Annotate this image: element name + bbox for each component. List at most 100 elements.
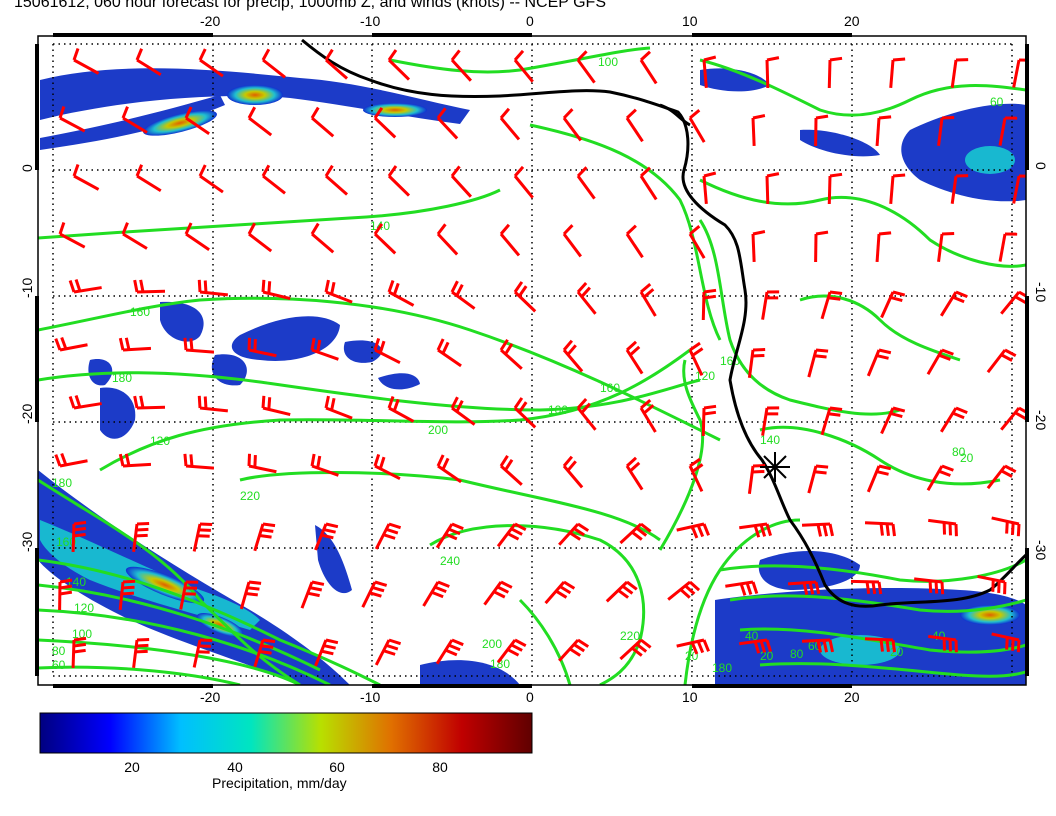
- wind-barb: [54, 452, 88, 468]
- wind-barb: [324, 279, 353, 304]
- wind-barb: [422, 580, 450, 607]
- wind-barb: [725, 580, 759, 596]
- wind-barb: [121, 106, 148, 134]
- wind-barb: [436, 454, 462, 484]
- lat-tick-label: -20: [1033, 410, 1049, 430]
- wind-barb: [68, 279, 102, 294]
- wind-barb: [751, 114, 766, 147]
- wind-barb: [814, 230, 829, 263]
- colorbar-title: Precipitation, mm/day: [212, 775, 347, 791]
- contour-label: 80: [790, 647, 804, 661]
- precip-blob: [420, 660, 520, 685]
- precip-hotspot: [143, 110, 217, 136]
- wind-barb: [926, 464, 954, 491]
- wind-barb: [676, 638, 710, 655]
- wind-barb: [667, 580, 701, 601]
- wind-barb: [751, 230, 766, 263]
- precip-blob: [160, 301, 204, 342]
- wind-barb: [132, 521, 150, 552]
- lon-tick-label: 20: [844, 689, 860, 705]
- wind-barb: [496, 638, 527, 664]
- contour-line: [518, 598, 572, 685]
- wind-barb: [198, 164, 224, 194]
- wind-barb: [513, 397, 537, 429]
- wind-barbs: [54, 48, 1026, 669]
- lat-tick-label: -20: [19, 404, 35, 424]
- contour-label: 120: [150, 434, 170, 448]
- wind-barb: [450, 280, 476, 310]
- wind-barb: [197, 395, 229, 413]
- wind-barb: [880, 290, 906, 319]
- colorbar-tick-label: 80: [432, 759, 448, 775]
- wind-barb: [314, 638, 339, 667]
- frame-bar-segment: [692, 684, 852, 688]
- frame-bar-segment: [1025, 296, 1029, 422]
- precip-blob: [700, 68, 770, 92]
- precip-blob: [965, 146, 1015, 174]
- contour-label: 80: [52, 644, 66, 658]
- wind-barb: [739, 522, 773, 538]
- colorbar-tick-label: 40: [227, 759, 243, 775]
- wind-barb: [435, 522, 464, 549]
- wind-barb: [1000, 290, 1026, 315]
- wind-barb: [880, 406, 906, 435]
- wind-barb: [247, 222, 273, 253]
- wind-barb: [676, 522, 710, 539]
- wind-barb: [387, 165, 411, 197]
- wind-barb: [889, 173, 906, 205]
- wind-barb: [373, 223, 397, 255]
- wind-barb: [998, 116, 1018, 146]
- wind-barb: [701, 404, 717, 437]
- wind-barb: [183, 337, 215, 354]
- wind-barb: [72, 48, 100, 75]
- wind-barb: [950, 174, 969, 204]
- wind-barb: [937, 231, 955, 262]
- wind-barb: [499, 338, 523, 370]
- colorbar-tick-label: 60: [329, 759, 345, 775]
- contour-label: 100: [598, 55, 618, 69]
- wind-barb: [499, 223, 521, 257]
- precip-blob: [100, 387, 136, 439]
- wind-barb: [991, 516, 1021, 537]
- coastline: [659, 103, 691, 127]
- wind-barb: [261, 164, 286, 195]
- wind-barb: [247, 106, 273, 137]
- lon-tick-label: 0: [526, 13, 534, 29]
- contour-label: 80: [952, 445, 966, 459]
- precip-hotspot: [227, 85, 283, 105]
- precip-blob: [800, 129, 880, 157]
- wind-barb: [436, 107, 459, 140]
- contour-label: 200: [482, 637, 502, 651]
- wind-barb: [387, 396, 415, 423]
- wind-barb: [314, 522, 339, 551]
- wind-barb: [513, 49, 534, 83]
- lat-tick-label: -10: [19, 278, 35, 298]
- wind-barb: [450, 49, 472, 82]
- frame-bar-segment: [1025, 548, 1029, 676]
- wind-barb: [562, 108, 582, 142]
- wind-barb: [72, 164, 100, 191]
- wind-barb: [71, 636, 87, 669]
- wind-barb: [937, 115, 955, 146]
- precip-blob: [378, 373, 420, 390]
- contour-label: 200: [428, 423, 448, 437]
- wind-barb: [450, 165, 472, 198]
- wind-barb: [986, 348, 1017, 374]
- contour-line: [38, 608, 331, 685]
- frame-bar-segment: [35, 548, 39, 676]
- wind-barb: [688, 225, 706, 259]
- wind-barb: [253, 638, 276, 668]
- wind-barb: [513, 165, 534, 199]
- wind-barb: [310, 337, 339, 361]
- wind-barb: [239, 580, 262, 610]
- wind-barb: [58, 221, 86, 249]
- wind-barb: [118, 579, 136, 611]
- contour-label: 160: [56, 535, 76, 549]
- wind-barb: [702, 171, 717, 205]
- wind-barb: [198, 48, 224, 78]
- wind-barb: [310, 222, 335, 254]
- wind-barb: [701, 288, 717, 321]
- wind-barb: [576, 166, 596, 200]
- wind-barb: [866, 348, 892, 377]
- contour-line: [683, 518, 801, 685]
